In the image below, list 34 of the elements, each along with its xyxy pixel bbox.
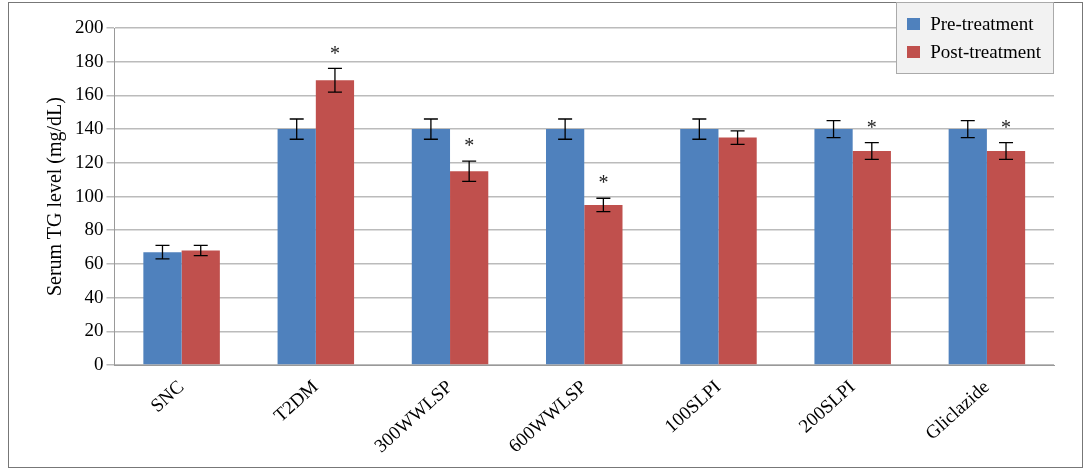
- annotation: *: [598, 171, 609, 194]
- y-tick-label: 140: [75, 117, 104, 139]
- bar: [315, 80, 355, 365]
- y-tick-label: 120: [75, 150, 104, 172]
- bar: [584, 204, 623, 365]
- bar: [680, 129, 719, 365]
- bar: [814, 129, 853, 365]
- y-tick-label: 40: [84, 285, 104, 307]
- annotation: *: [464, 134, 475, 157]
- y-tick-label: 20: [84, 319, 104, 341]
- y-tick-label: 80: [84, 218, 104, 240]
- bar: [546, 129, 585, 365]
- bar: [852, 151, 891, 365]
- bar: [986, 151, 1026, 365]
- bar: [948, 129, 987, 365]
- y-tick-label: 100: [75, 184, 104, 206]
- annotation: *: [329, 41, 340, 64]
- y-tick-label: 200: [75, 15, 104, 37]
- annotation: *: [866, 115, 877, 138]
- bar: [277, 129, 316, 365]
- bar: [411, 129, 451, 365]
- x-tick-label: SNC: [146, 375, 188, 416]
- y-tick-label: 180: [75, 49, 104, 71]
- y-axis-title: Serum TG level (mg/dL): [43, 97, 67, 297]
- y-tick-label: 0: [94, 353, 104, 375]
- y-tick-label: 60: [84, 251, 104, 273]
- annotation: *: [1001, 115, 1012, 138]
- bar: [450, 171, 489, 365]
- legend-label: Post-treatment: [930, 41, 1041, 63]
- legend-label: Pre-treatment: [930, 13, 1034, 35]
- bar: [143, 252, 182, 365]
- bar: [181, 250, 220, 365]
- y-tick-label: 160: [75, 83, 104, 105]
- bar: [718, 137, 757, 365]
